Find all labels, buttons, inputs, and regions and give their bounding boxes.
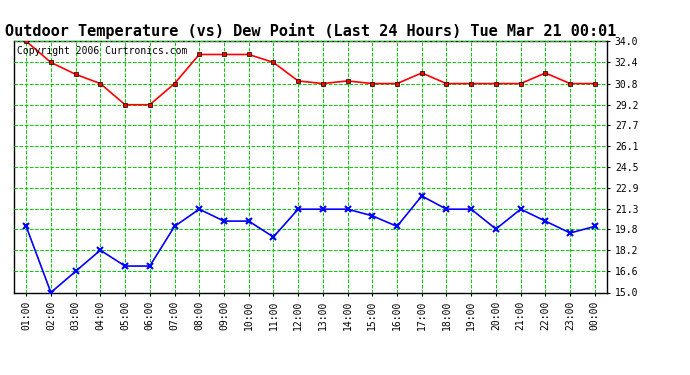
Title: Outdoor Temperature (vs) Dew Point (Last 24 Hours) Tue Mar 21 00:01: Outdoor Temperature (vs) Dew Point (Last… [5, 23, 616, 39]
Text: Copyright 2006 Curtronics.com: Copyright 2006 Curtronics.com [17, 46, 187, 56]
